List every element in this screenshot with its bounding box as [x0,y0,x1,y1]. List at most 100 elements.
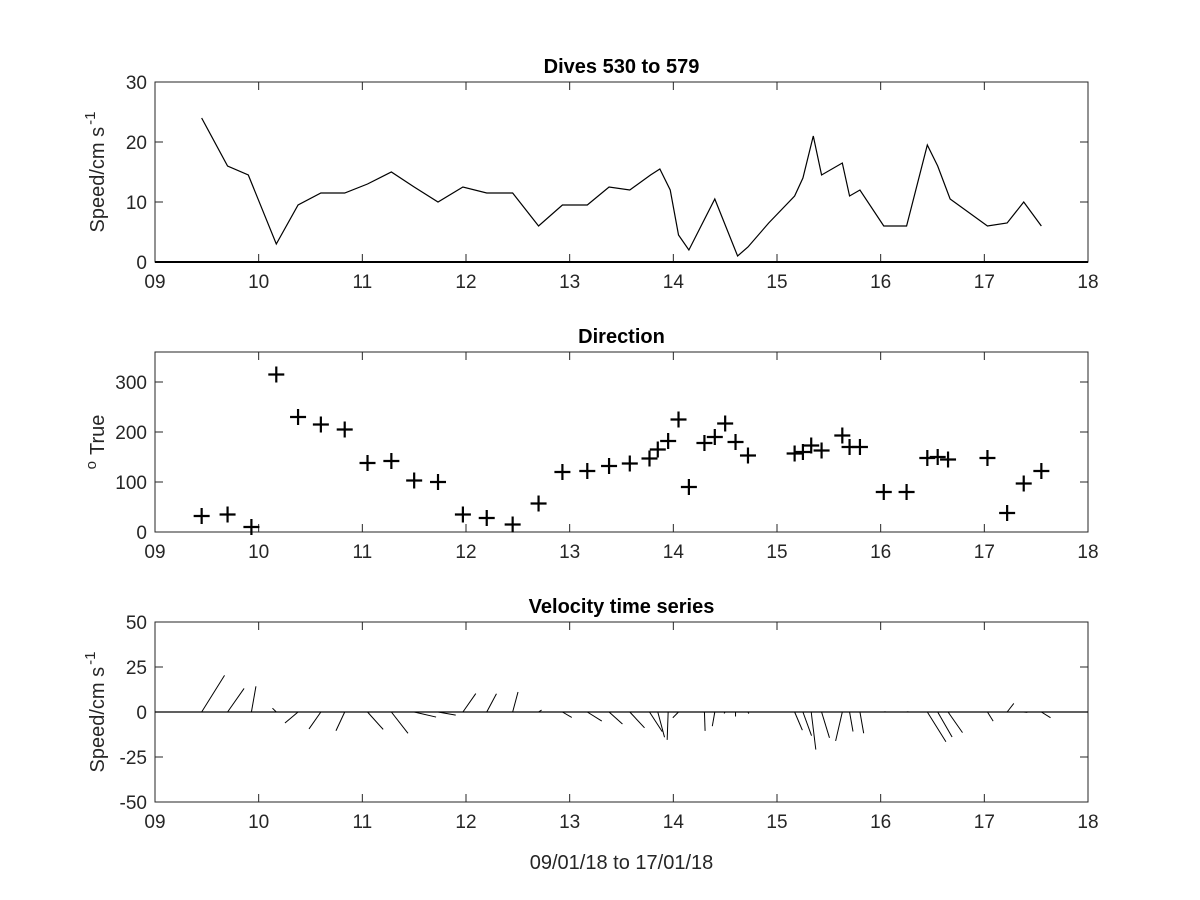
velocity-stick [462,693,477,713]
x-tick-label: 14 [663,542,685,563]
x-tick-label: 16 [870,272,891,293]
velocity-stick [367,711,384,730]
velocity-stick [666,711,669,740]
x-tick-label: 12 [455,542,476,563]
y-axis-label-superscript: -1 [82,652,99,665]
x-tick-label: 17 [974,272,995,293]
y-tick-label: 100 [115,473,147,494]
x-tick-label: 17 [974,542,995,563]
y-tick-label: 0 [136,703,147,724]
direction-marker [601,458,618,474]
direction-marker [940,451,957,468]
y-tick-label: 20 [126,133,147,154]
y-axis-label-superscript: o [83,461,100,469]
direction-marker [359,455,376,471]
velocity-stick [723,711,726,714]
y-tick-label: 200 [115,423,147,444]
velocity-stick [821,711,830,738]
velocity-stick [437,711,456,716]
direction-marker [851,439,868,455]
direction-marker [803,437,820,454]
direction-marker [813,442,830,459]
x-tick-label: 13 [559,812,580,833]
direction-marker [530,495,547,512]
velocity-stick [308,711,322,730]
y-axis-label-text: Speed/cm s [87,127,109,233]
y-tick-label: 300 [115,373,147,394]
direction-marker [312,416,329,433]
x-tick-label: 15 [766,812,787,833]
axes-box [154,81,1089,263]
velocity-stick [747,711,750,714]
chart-title: Direction [578,326,665,348]
velocity-stick [987,711,994,722]
y-axis-label-superscript: -1 [82,112,99,125]
direction-panel: 09 10 11 12 13 14 15 16 17 18 0 100 200 300 Direction o… [83,326,1099,563]
velocity-stick [335,711,346,731]
direction-marker [336,421,353,438]
direction-marker [680,479,697,495]
velocity-stick [629,711,645,729]
direction-marker [219,506,236,523]
x-tick-label: 18 [1077,812,1098,833]
direction-marker [979,450,996,466]
velocity-stick [937,711,953,738]
speed-panel: 09 10 11 12 13 14 15 16 17 18 0 10 20 30 Dives 530 to … [82,56,1099,293]
y-axis-label: Speed/cm s -1 [82,112,109,233]
x-tick-label: 14 [663,812,685,833]
x-tick-label: 10 [248,272,269,293]
velocity-stick [657,711,666,738]
velocity-stick [587,711,603,722]
x-tick-label: 16 [870,812,891,833]
y-tick-label: 10 [126,193,147,214]
x-tick-label: 17 [974,812,995,833]
direction-marker [268,366,285,383]
direction-marker [739,447,756,464]
velocity-stick [947,711,963,733]
direction-marker [670,411,687,428]
x-tick-label: 18 [1077,542,1098,563]
chart-title: Dives 530 to 579 [544,56,700,78]
direction-marker [478,510,495,526]
x-tick-label: 11 [352,542,372,563]
direction-marker [621,455,638,472]
velocity-stick [512,691,519,713]
velocity-stick [802,711,813,736]
direction-marker [696,435,713,451]
x-tick-label: 13 [559,272,580,293]
velocity-stick [201,675,225,713]
x-tick-label: 10 [248,812,269,833]
x-tick-label: 13 [559,542,580,563]
velocity-stick [649,711,663,732]
direction-marker [1033,463,1050,479]
y-axis-label: Speed/cm s -1 [82,652,109,773]
x-tick-label: 09 [144,272,165,293]
x-tick-label: 11 [352,812,372,833]
direction-marker [875,484,892,500]
direction-marker [649,441,666,458]
direction-marker [1015,475,1032,492]
velocity-stick [250,686,257,713]
velocity-stick [562,711,573,718]
velocity-panel: 09 10 11 12 13 14 15 16 17 18 -50 -25 0 25 50 Velocity … [82,596,1099,874]
direction-marker [706,429,723,445]
direction-marker [999,505,1016,521]
direction-marker [504,516,521,533]
direction-marker [430,474,447,490]
velocity-stick [390,711,409,734]
y-tick-label: -50 [120,793,147,814]
speed-line [201,117,1042,258]
x-tick-label: 18 [1077,272,1098,293]
velocity-stick [835,711,843,742]
x-tick-label: 09 [144,542,165,563]
velocity-stick [703,711,706,731]
direction-marker [243,519,260,535]
y-tick-label: 25 [126,658,147,679]
velocity-stick [486,693,497,713]
y-axis-label: o True [83,415,109,470]
direction-marker [454,506,471,523]
y-tick-label: 30 [126,73,147,94]
y-tick-label: -25 [120,748,147,769]
x-tick-label: 14 [663,272,685,293]
